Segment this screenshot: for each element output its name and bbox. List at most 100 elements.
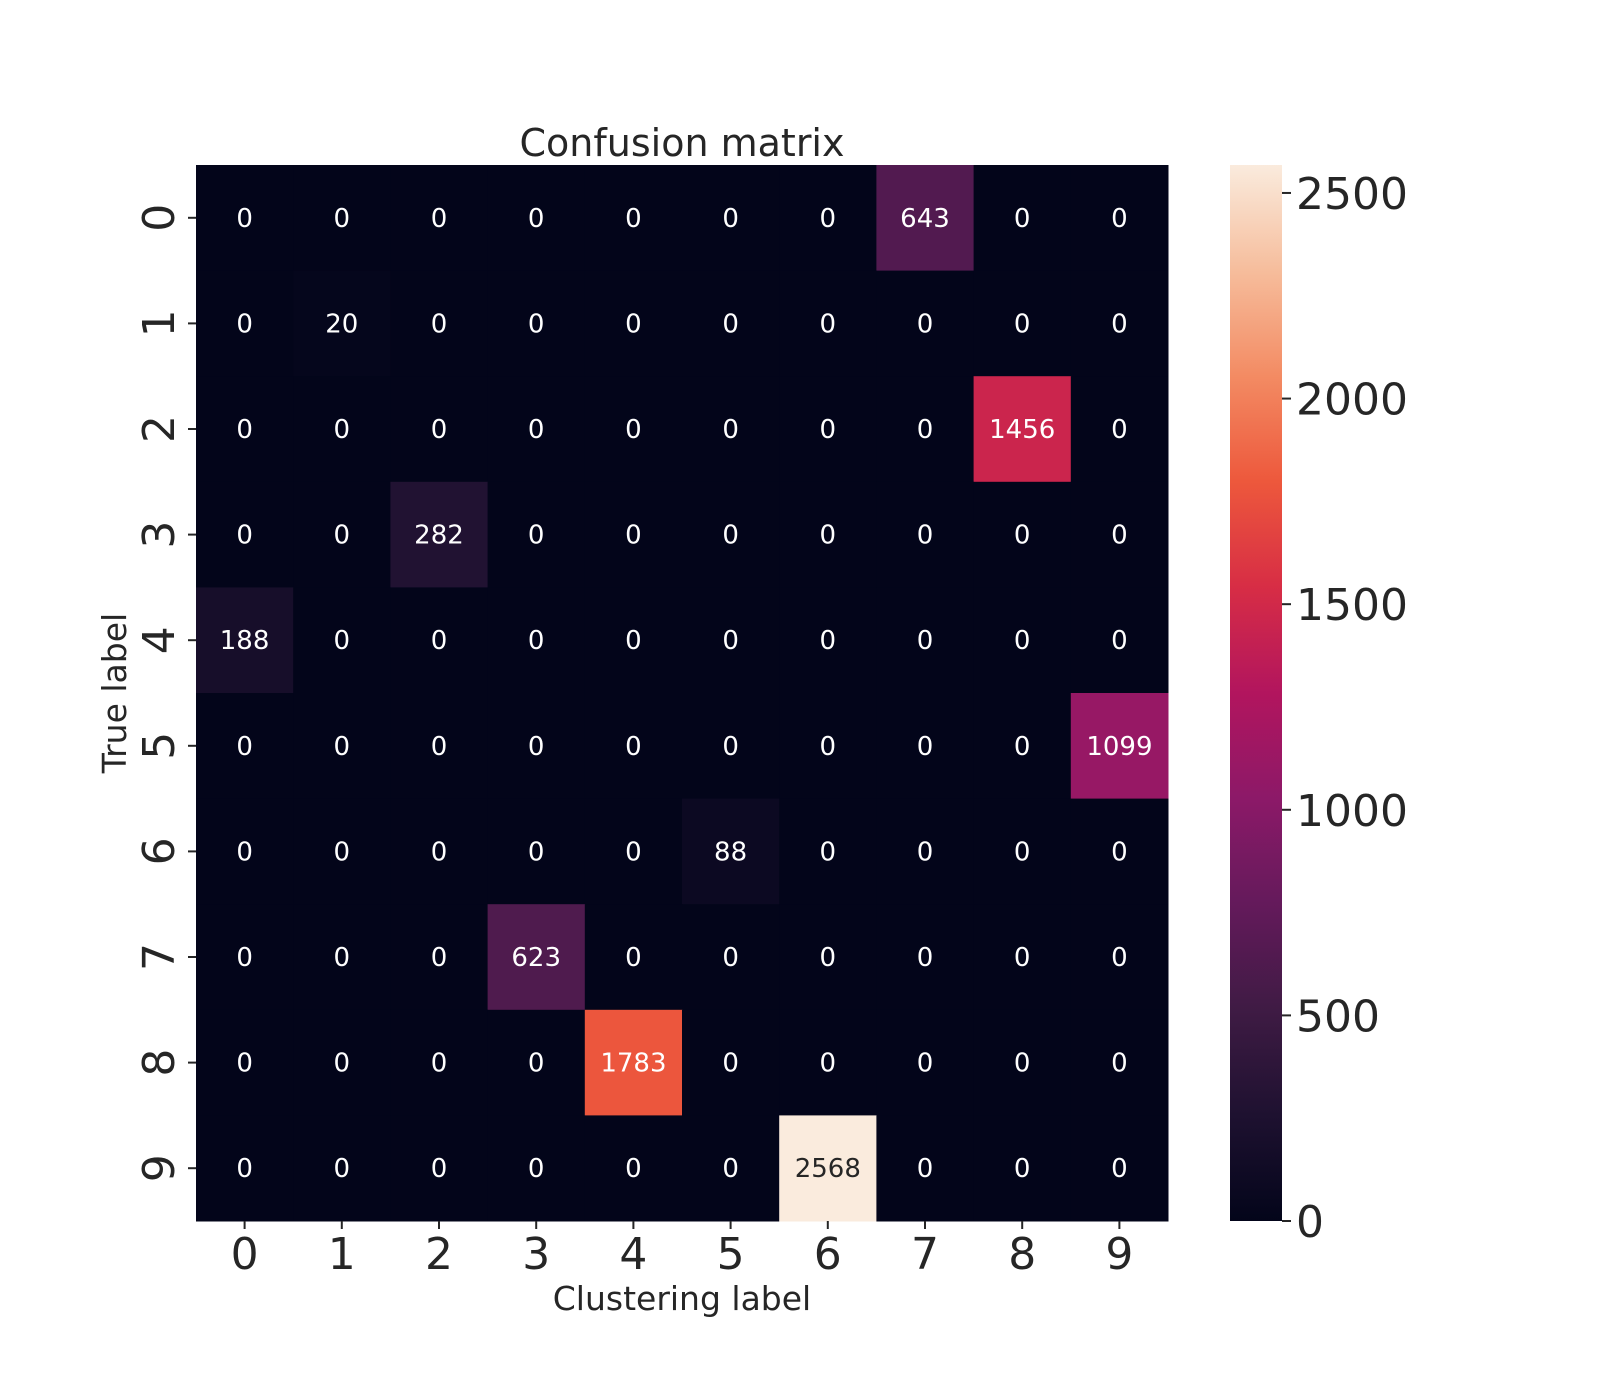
colorbar-tick-label: 1500	[1296, 580, 1408, 631]
heatmap-cell	[779, 270, 877, 377]
heatmap-cell	[973, 587, 1072, 694]
heatmap-cell	[876, 376, 975, 483]
heatmap-cell	[390, 481, 489, 588]
x-tick-label: 8	[1008, 1229, 1036, 1280]
cell-value-label: 0	[1014, 1049, 1031, 1079]
heatmap-cell	[682, 1115, 780, 1222]
cell-value-label: 0	[1014, 309, 1031, 339]
heatmap-cell	[584, 904, 683, 1011]
heatmap-cell	[1070, 693, 1169, 800]
cell-value-label: 0	[1111, 1154, 1128, 1184]
cell-value-label: 0	[625, 837, 642, 867]
y-tick-label: 9	[134, 1154, 185, 1182]
cell-value-label: 0	[1014, 837, 1031, 867]
cell-value-label: 0	[528, 309, 545, 339]
heatmap-cell	[293, 693, 391, 800]
cell-value-label: 0	[722, 309, 739, 339]
x-axis-label: Clustering label	[553, 1279, 811, 1318]
cell-value-label: 0	[528, 626, 545, 656]
cell-value-label: 0	[917, 943, 934, 973]
heatmap-cell	[1070, 587, 1169, 694]
heatmap-cell	[196, 904, 294, 1011]
cell-value-label: 0	[722, 732, 739, 762]
cell-value-label: 0	[236, 837, 253, 867]
heatmap-cell	[682, 1009, 780, 1116]
cell-value-label: 0	[431, 204, 448, 234]
cell-annotations: 0 0 0 0 0 0 0 643 0 0 0 20 0 0 0 0 0 0 0 0 0 0 0 0 0 0 0 0 1456 0 0 0 28…	[220, 204, 1153, 1184]
heatmap-cell	[973, 1115, 1072, 1222]
heatmap-cell	[293, 270, 391, 377]
heatmap-cell	[487, 481, 586, 588]
cell-value-label: 0	[1111, 415, 1128, 445]
heatmap-cell	[584, 270, 683, 377]
heatmap-cell	[682, 481, 780, 588]
heatmap-cell	[487, 165, 586, 272]
cell-value-label: 0	[236, 1154, 253, 1184]
y-tick-label: 5	[134, 732, 185, 760]
cell-value-label: 0	[1014, 204, 1031, 234]
heatmap-cell	[876, 904, 975, 1011]
heatmap-cell	[390, 165, 489, 272]
heatmap-cell	[876, 587, 975, 694]
cell-value-label: 0	[722, 1049, 739, 1079]
cell-value-label: 0	[917, 309, 934, 339]
cell-value-label: 0	[334, 1154, 351, 1184]
cell-value-label: 0	[917, 837, 934, 867]
heatmap-cell	[876, 481, 975, 588]
cell-value-label: 0	[431, 943, 448, 973]
heatmap-cell	[487, 270, 586, 377]
cell-value-label: 0	[820, 837, 837, 867]
cell-value-label: 0	[625, 626, 642, 656]
heatmap-cell	[876, 693, 975, 800]
heatmap-cell	[779, 481, 877, 588]
x-tick-label: 4	[619, 1229, 647, 1280]
heatmap-cell	[876, 1115, 975, 1222]
cell-value-label: 282	[414, 521, 464, 551]
heatmap-cell	[1070, 798, 1169, 905]
cell-value-label: 0	[236, 309, 253, 339]
cell-value-label: 0	[1014, 1154, 1031, 1184]
heatmap-cell	[1070, 376, 1169, 483]
cell-value-label: 0	[722, 415, 739, 445]
cell-value-label: 0	[625, 1154, 642, 1184]
heatmap-cell	[196, 165, 294, 272]
cell-value-label: 0	[722, 943, 739, 973]
cell-value-label: 0	[528, 521, 545, 551]
colorbar-tick-label: 0	[1296, 1197, 1324, 1248]
cell-value-label: 0	[528, 732, 545, 762]
cell-value-label: 0	[820, 415, 837, 445]
heatmap-cell	[293, 376, 391, 483]
cell-value-label: 0	[334, 415, 351, 445]
heatmap-cell	[973, 165, 1072, 272]
cell-value-label: 0	[820, 732, 837, 762]
cell-value-label: 0	[722, 204, 739, 234]
heatmap-cell	[584, 1009, 683, 1116]
cell-value-label: 0	[917, 415, 934, 445]
heatmap-cell	[876, 165, 975, 272]
heatmap-cell	[196, 270, 294, 377]
heatmap-cell	[487, 1115, 586, 1222]
y-tick-label: 7	[134, 943, 185, 971]
cell-value-label: 0	[334, 204, 351, 234]
heatmap-cell	[779, 693, 877, 800]
cell-value-label: 0	[431, 837, 448, 867]
colorbar-ticks: 0 500 1000 1500 2000 2500	[1282, 169, 1408, 1248]
heatmap-cell	[779, 1115, 877, 1222]
cell-value-label: 0	[625, 309, 642, 339]
cell-value-label: 0	[1111, 204, 1128, 234]
heatmap-cell	[682, 798, 780, 905]
y-tick-label: 0	[134, 204, 185, 232]
x-tick-label: 2	[425, 1229, 453, 1280]
heatmap-cell	[293, 165, 391, 272]
x-tick-labels: 0 1 2 3 4 5 6 7 8 9	[231, 1221, 1133, 1280]
cell-value-label: 0	[722, 1154, 739, 1184]
y-tick-label: 1	[134, 309, 185, 337]
cell-value-label: 0	[625, 943, 642, 973]
cell-value-label: 0	[528, 204, 545, 234]
cell-value-label: 0	[722, 521, 739, 551]
heatmap-cell	[1070, 165, 1169, 272]
cell-value-label: 0	[820, 943, 837, 973]
cell-value-label: 0	[431, 732, 448, 762]
heatmap-cell	[584, 798, 683, 905]
y-tick-labels: 0 1 2 3 4 5 6 7 8 9	[134, 204, 196, 1182]
